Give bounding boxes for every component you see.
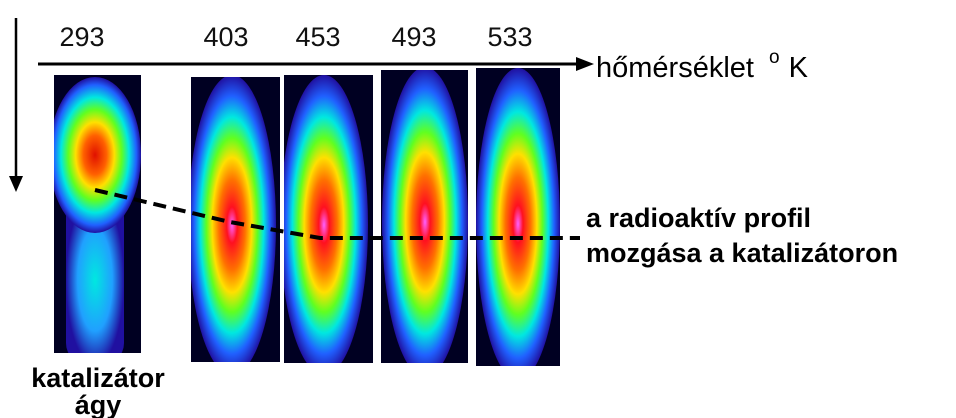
temperature-label: 293 (59, 22, 104, 52)
temperature-label: 493 (391, 22, 436, 52)
profile-movement-line (94, 188, 580, 240)
profile-panel-493 (381, 70, 468, 363)
temperature-axis-arrow (38, 57, 594, 71)
temperature-axis-label: hőmérséklet o K (596, 38, 809, 84)
temperature-label: 533 (487, 22, 532, 52)
temperature-label: 453 (295, 22, 340, 52)
annotation-line-1: a radioaktív profil (586, 203, 811, 233)
axis-unit: K (789, 52, 809, 84)
profile-panel-533 (476, 68, 560, 366)
degree-symbol: o (769, 47, 780, 68)
profile-panel-293 (54, 75, 141, 353)
annotation-line-2: mozgása a katalizátoron (586, 238, 898, 268)
bed-label-line-1: katalizátor (31, 363, 165, 393)
vertical-axis-arrow (9, 18, 23, 192)
profile-panel-403 (191, 77, 280, 362)
bed-label-line-2: ágy (75, 390, 122, 418)
temperature-label: 403 (203, 22, 248, 52)
axis-name: hőmérséklet (596, 52, 754, 84)
profile-panel-453 (284, 75, 373, 363)
